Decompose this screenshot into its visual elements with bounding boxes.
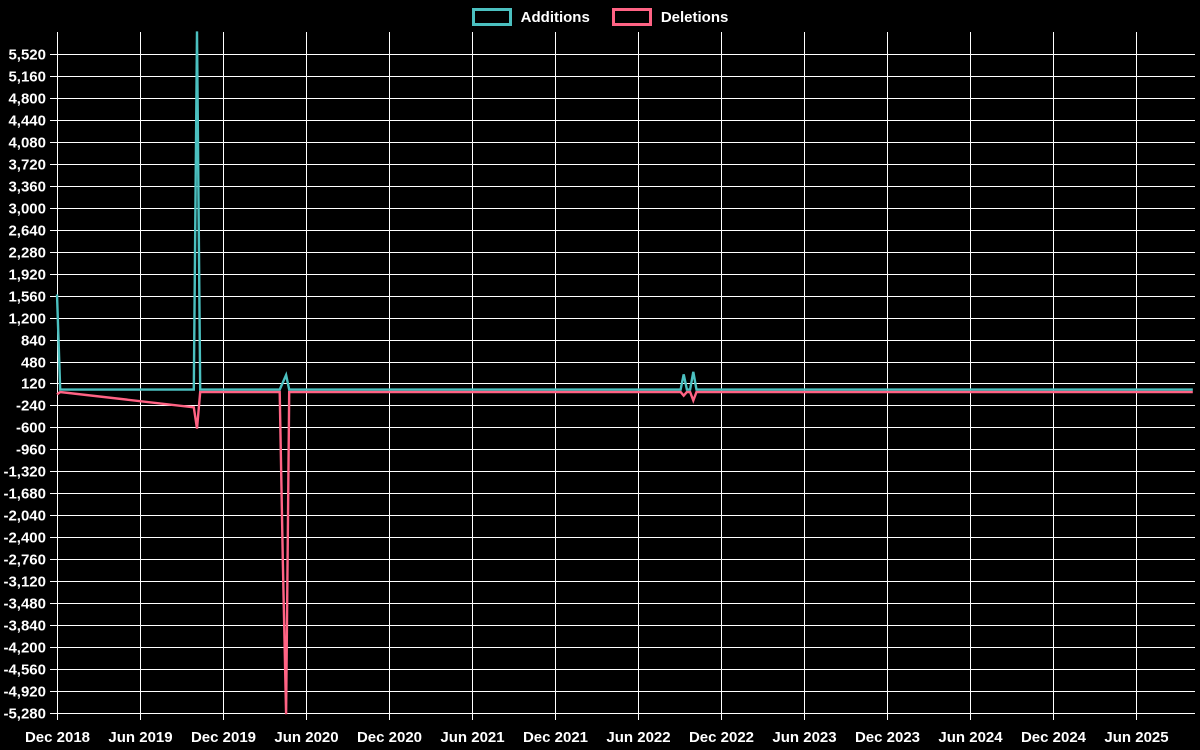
x-tick-label: Jun 2022: [606, 729, 670, 746]
y-tick-label: 4,800: [8, 91, 46, 108]
additions-legend-label: Additions: [520, 8, 590, 26]
y-tick-label: 3,360: [8, 179, 46, 196]
deletions-line: [56, 390, 1193, 715]
legend-item-additions[interactable]: Additions: [471, 8, 590, 26]
y-tick-label: 2,640: [8, 223, 46, 240]
y-tick-label: -1,320: [3, 464, 46, 481]
y-tick-label: 4,080: [8, 135, 46, 152]
x-tick-label: Jun 2021: [440, 729, 504, 746]
x-axis-tick-labels: Dec 2018 Jun 2019 Dec 2019 Jun 2020 Dec 2020…: [25, 729, 1169, 746]
x-tick-label: Jun 2024: [938, 729, 1003, 746]
y-tick-label: -2,760: [3, 552, 46, 569]
y-tick-label: 4,440: [8, 113, 46, 130]
y-tick-label: 3,720: [8, 157, 46, 174]
x-tick-label: Dec 2020: [357, 729, 422, 746]
y-tick-label: -960: [16, 442, 46, 459]
y-tick-label: -4,920: [3, 684, 46, 701]
additions-legend-swatch: [471, 8, 512, 26]
y-tick-label: -1,680: [3, 486, 46, 503]
y-tick-label: -2,040: [3, 508, 46, 525]
y-tick-label: -4,200: [3, 640, 46, 657]
y-tick-label: 1,560: [8, 289, 46, 306]
y-tick-label: 1,920: [8, 267, 46, 284]
x-tick-label: Dec 2022: [689, 729, 754, 746]
y-tick-label: 3,000: [8, 201, 46, 218]
vertical-gridlines: [57, 32, 1137, 720]
deletions-legend-label: Deletions: [660, 8, 729, 26]
y-tick-label: 5,160: [8, 69, 46, 86]
y-tick-label: -4,560: [3, 662, 46, 679]
chart-legend: Additions Deletions: [0, 8, 1200, 26]
deletions-legend-swatch: [611, 8, 652, 26]
x-tick-label: Jun 2023: [772, 729, 836, 746]
y-tick-label: -5,280: [3, 706, 46, 723]
y-tick-label: -3,840: [3, 618, 46, 635]
additions-line: [55, 31, 1193, 391]
y-tick-label: -240: [16, 398, 46, 415]
x-tick-label: Jun 2020: [274, 729, 338, 746]
y-tick-label: 840: [21, 333, 46, 350]
x-tick-label: Jun 2025: [1104, 729, 1168, 746]
horizontal-gridlines: [50, 54, 1195, 714]
x-tick-label: Dec 2019: [191, 729, 256, 746]
y-tick-label: -3,120: [3, 574, 46, 591]
y-tick-label: 480: [21, 355, 46, 372]
y-tick-label: -600: [16, 420, 46, 437]
x-tick-label: Jun 2019: [108, 729, 172, 746]
y-tick-label: 5,520: [8, 47, 46, 64]
y-tick-label: -3,480: [3, 596, 46, 613]
x-tick-label: Dec 2024: [1021, 729, 1087, 746]
legend-item-deletions[interactable]: Deletions: [611, 8, 729, 26]
y-tick-label: 2,280: [8, 245, 46, 262]
y-tick-label: -2,400: [3, 530, 46, 547]
x-tick-label: Dec 2021: [523, 729, 588, 746]
y-tick-label: 120: [21, 376, 46, 393]
y-axis-tick-labels: 5,520 5,160 4,800 4,440 4,080 3,720 3,360 3,000…: [3, 47, 46, 723]
x-tick-label: Dec 2023: [855, 729, 920, 746]
y-tick-label: 1,200: [8, 311, 46, 328]
x-tick-label: Dec 2018: [25, 729, 90, 746]
